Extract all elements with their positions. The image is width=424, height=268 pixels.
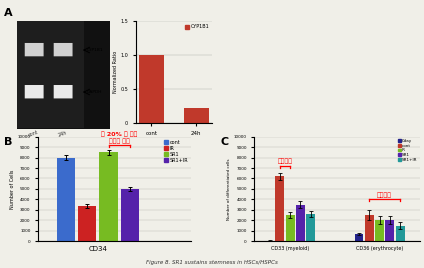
Bar [396, 226, 404, 241]
Y-axis label: Number of differentiated cells: Number of differentiated cells [227, 158, 231, 220]
Y-axis label: Number of Cells: Number of Cells [10, 169, 15, 209]
Text: 분화억제: 분화억제 [278, 159, 293, 164]
Text: CYP1B1: CYP1B1 [86, 48, 103, 52]
Bar [375, 220, 384, 241]
Text: C: C [220, 137, 229, 147]
Text: Figure 8. SR1 sustains stemness in HSCs/HSPCs: Figure 8. SR1 sustains stemness in HSCs/… [146, 260, 278, 265]
Bar [184, 108, 209, 123]
Bar [354, 234, 363, 241]
Bar [306, 214, 315, 241]
Bar [121, 189, 139, 241]
Bar [365, 215, 374, 241]
Bar [139, 55, 164, 123]
Bar [56, 158, 75, 241]
Bar [78, 206, 97, 241]
Legend: CYP1B1: CYP1B1 [184, 24, 209, 30]
Text: A: A [4, 8, 13, 18]
Bar [286, 215, 295, 241]
Bar [99, 152, 118, 241]
Bar [296, 205, 305, 241]
Legend: 0day, cont, IR, SR1, SR1+IR: 0day, cont, IR, SR1, SR1+IR [397, 139, 418, 162]
Bar [385, 220, 394, 241]
Legend: cont, IR, SR1, SR1+IR: cont, IR, SR1, SR1+IR [163, 139, 188, 163]
Text: 약 20% 더 조혁
모세포 유지: 약 20% 더 조혁 모세포 유지 [101, 131, 137, 144]
Text: B: B [4, 137, 13, 147]
Text: GAPDH: GAPDH [86, 90, 102, 94]
Text: 분화억제: 분화억제 [377, 192, 392, 198]
Y-axis label: Normalized Ratio: Normalized Ratio [112, 51, 117, 94]
Bar [276, 176, 285, 241]
